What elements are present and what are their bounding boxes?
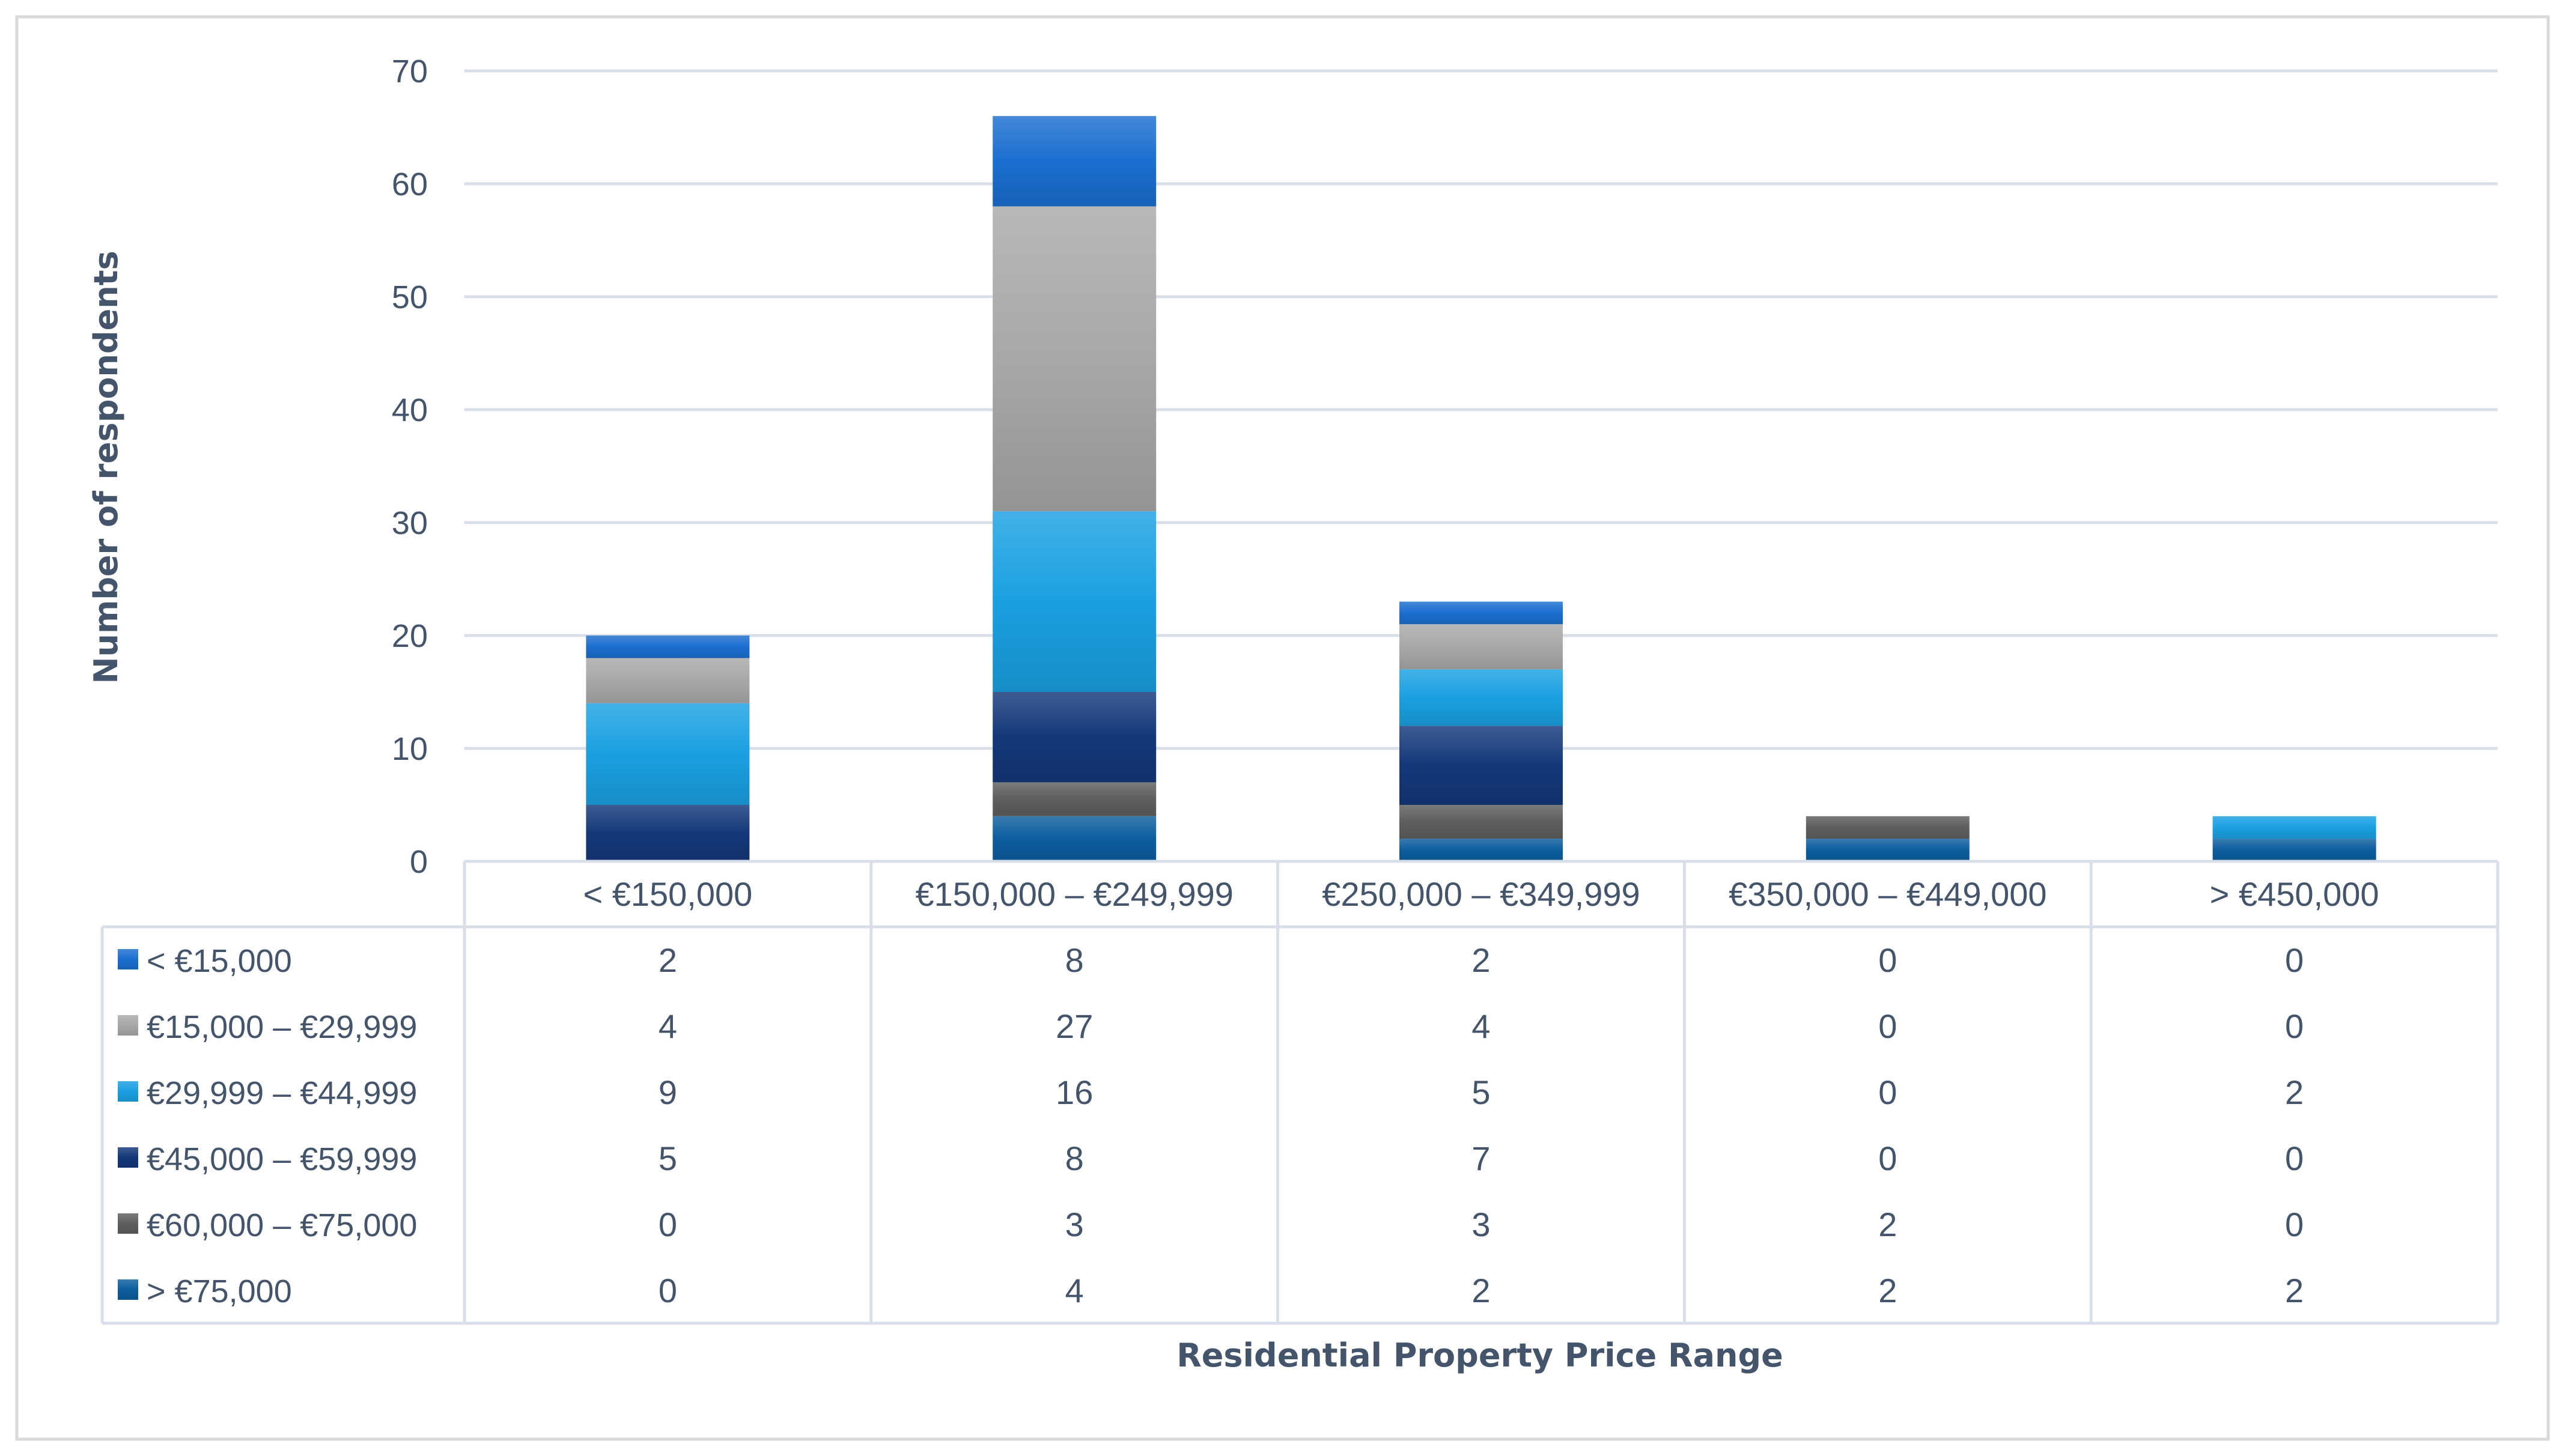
table-value: 0 xyxy=(1878,1007,1897,1045)
y-tick-label: 40 xyxy=(392,392,428,428)
table-value: 0 xyxy=(1878,1139,1897,1177)
table-value: 0 xyxy=(659,1206,677,1243)
table-value: 2 xyxy=(1471,1272,1490,1309)
legend-label: < €15,000 xyxy=(147,943,292,979)
bar-segment xyxy=(1399,726,1563,805)
bar-segment xyxy=(1399,669,1563,726)
y-axis-label: Number of respondents xyxy=(87,250,125,684)
bar-segment xyxy=(993,692,1157,783)
category-label: < €150,000 xyxy=(583,875,752,913)
table-value: 3 xyxy=(1471,1206,1490,1243)
table-value: 4 xyxy=(659,1007,677,1045)
table-value: 9 xyxy=(659,1073,677,1111)
category-label: €150,000 – €249,999 xyxy=(915,875,1233,913)
bar-segment xyxy=(993,782,1157,816)
bar-segment xyxy=(993,816,1157,861)
table-value: 2 xyxy=(1471,941,1490,979)
legend-key xyxy=(118,1081,138,1102)
legend-label: €45,000 – €59,999 xyxy=(147,1141,417,1177)
bar-segment xyxy=(993,511,1157,692)
bar-segment xyxy=(1399,624,1563,670)
y-tick-label: 50 xyxy=(392,279,428,315)
table-value: 2 xyxy=(659,941,677,979)
category-label: €350,000 – €449,000 xyxy=(1729,875,2046,913)
table-value: 2 xyxy=(1878,1206,1897,1243)
table-value: 27 xyxy=(1056,1007,1093,1045)
table-value: 0 xyxy=(2285,1206,2304,1243)
bar-segment xyxy=(2212,816,2376,839)
bar-segment xyxy=(1399,839,1563,861)
table-value: 5 xyxy=(659,1139,677,1177)
table-value: 4 xyxy=(1065,1272,1084,1309)
legend-label: > €75,000 xyxy=(147,1273,292,1309)
table-value: 0 xyxy=(1878,941,1897,979)
legend-label: €29,999 – €44,999 xyxy=(147,1075,417,1111)
table-value: 2 xyxy=(2285,1272,2304,1309)
bar-segment xyxy=(586,703,750,805)
bar-segment xyxy=(1806,816,1970,839)
legend-label: €15,000 – €29,999 xyxy=(147,1009,417,1045)
chart-frame xyxy=(15,15,2550,1441)
table-value: 3 xyxy=(1065,1206,1084,1243)
bar-segment xyxy=(586,805,750,861)
legend-key xyxy=(118,1213,138,1234)
bar-segment xyxy=(1399,601,1563,625)
legend-key xyxy=(118,1147,138,1168)
category-label: €250,000 – €349,999 xyxy=(1322,875,1640,913)
table-value: 0 xyxy=(659,1272,677,1309)
bar-segment xyxy=(993,116,1157,207)
y-tick-label: 60 xyxy=(392,166,428,202)
y-tick-label: 20 xyxy=(392,618,428,654)
bar-segment xyxy=(993,206,1157,512)
table-value: 2 xyxy=(2285,1073,2304,1111)
bar-segment xyxy=(1806,839,1970,861)
y-tick-label: 10 xyxy=(392,731,428,767)
bar-segment xyxy=(1399,805,1563,839)
y-tick-label: 70 xyxy=(392,53,428,89)
legend-key xyxy=(118,949,138,969)
table-value: 8 xyxy=(1065,941,1084,979)
table-value: 0 xyxy=(2285,1139,2304,1177)
bars xyxy=(586,116,2376,861)
table-value: 8 xyxy=(1065,1139,1084,1177)
table-value: 4 xyxy=(1471,1007,1490,1045)
table-value: 0 xyxy=(2285,941,2304,979)
y-tick-label: 0 xyxy=(410,844,428,880)
y-tick-label: 30 xyxy=(392,505,428,541)
table-value: 2 xyxy=(1878,1272,1897,1309)
category-label: > €450,000 xyxy=(2210,875,2379,913)
bar-segment xyxy=(586,635,750,658)
table-value: 7 xyxy=(1471,1139,1490,1177)
x-axis-label: Residential Property Price Range xyxy=(1176,1336,1783,1374)
legend-key xyxy=(118,1015,138,1036)
table-value: 0 xyxy=(2285,1007,2304,1045)
table-value: 5 xyxy=(1471,1073,1490,1111)
gridlines xyxy=(464,69,2498,750)
table-value: 16 xyxy=(1056,1073,1093,1111)
legend-label: €60,000 – €75,000 xyxy=(147,1207,417,1243)
legend-key xyxy=(118,1279,138,1300)
data-table: < €150,000 €150,000 – €249,999 €250,000 – … xyxy=(100,860,2500,1325)
bar-segment xyxy=(2212,839,2376,861)
bar-segment xyxy=(586,658,750,703)
table-value: 0 xyxy=(1878,1073,1897,1111)
y-axis-ticks: 0 10 20 30 40 50 60 70 xyxy=(392,53,428,880)
